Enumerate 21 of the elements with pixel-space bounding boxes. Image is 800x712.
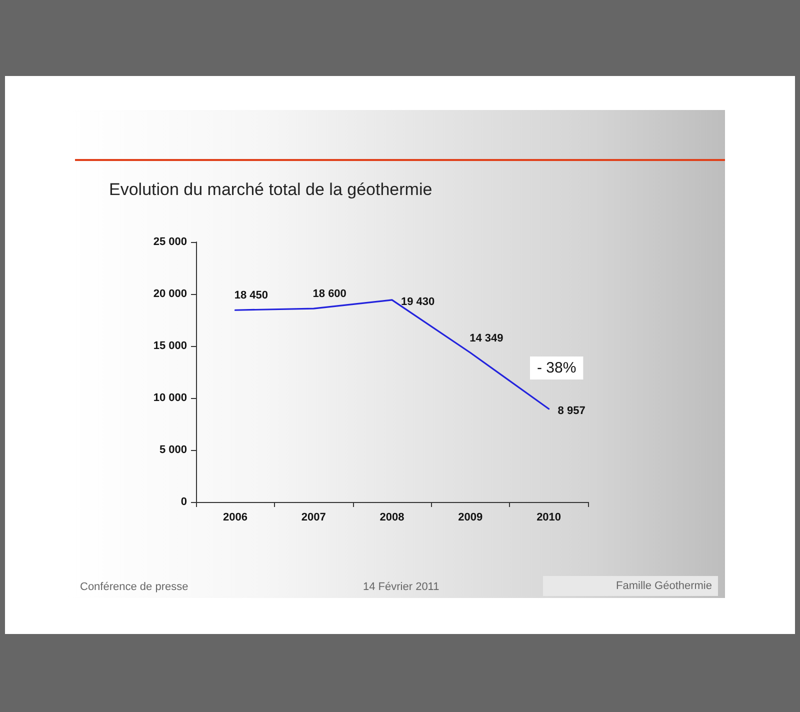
x-tick-label: 2010 xyxy=(536,512,562,524)
y-tick-label: 0 xyxy=(180,496,187,508)
y-tick-label: 10 000 xyxy=(153,392,187,404)
text: Conférence de presse xyxy=(80,581,188,593)
x-tick-label: 2009 xyxy=(458,512,483,524)
text: Famille Géothermie xyxy=(616,580,712,592)
annotation: - 38% xyxy=(537,360,576,376)
y-tick-label: 20 000 xyxy=(153,288,187,300)
x-tick-label: 2008 xyxy=(380,512,404,524)
y-tick-label: 15 000 xyxy=(153,340,187,352)
data-label: 18 600 xyxy=(312,288,346,300)
y-tick-label: 5 000 xyxy=(159,444,187,456)
text: 14 Février 2011 xyxy=(363,581,440,593)
x-tick-label: 2006 xyxy=(222,512,248,524)
chart-title: Evolution du marché total de la géothermie xyxy=(109,180,432,199)
data-label: 18 450 xyxy=(234,290,268,302)
x-tick-label: 2007 xyxy=(301,512,326,524)
y-tick-label: 25 000 xyxy=(153,236,187,248)
data-label: 8 957 xyxy=(558,404,586,417)
data-label: 19 430 xyxy=(401,296,435,308)
data-label: 14 349 xyxy=(470,332,504,344)
